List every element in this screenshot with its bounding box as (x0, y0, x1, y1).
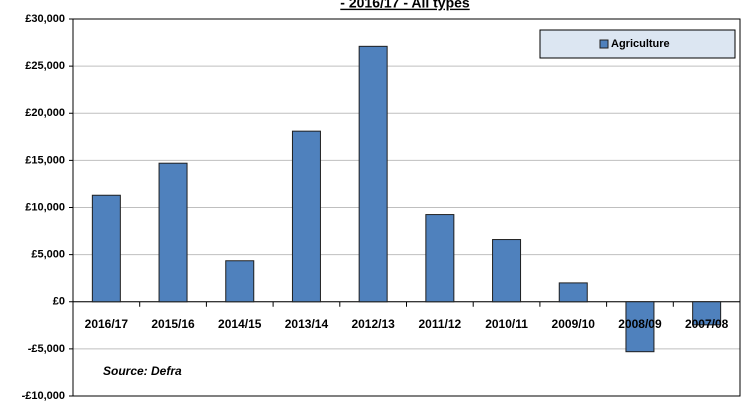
x-tick-label: 2010/11 (485, 317, 528, 331)
y-tick-label: £0 (53, 296, 65, 308)
bar (91, 194, 121, 303)
bar (558, 282, 588, 303)
y-tick-label: -£10,000 (22, 390, 65, 401)
x-tick-label: 2011/12 (418, 317, 461, 331)
x-tick-label: 2014/15 (218, 317, 262, 331)
x-tick-label: 2008/09 (618, 317, 662, 331)
x-tick-label: 2015/16 (151, 317, 195, 331)
y-tick-label: £30,000 (25, 13, 65, 25)
bar (225, 260, 255, 303)
bar (492, 239, 522, 303)
legend-box (539, 29, 736, 59)
y-tick-label: £15,000 (25, 154, 65, 166)
y-tick-label: £25,000 (25, 60, 65, 72)
legend-swatch (599, 39, 609, 49)
chart-title: - 2016/17 - All types (340, 0, 470, 11)
y-tick-label: £5,000 (31, 249, 65, 261)
x-tick-label: 2009/10 (552, 317, 596, 331)
y-tick-label: -£5,000 (28, 343, 65, 355)
plot-border (72, 18, 741, 397)
x-tick-label: 2016/17 (85, 317, 129, 331)
y-tick-label: £20,000 (25, 107, 65, 119)
y-tick-label: £10,000 (25, 201, 65, 213)
legend-label: Agriculture (611, 38, 670, 50)
source-note: Source: Defra (103, 364, 182, 378)
bar (158, 162, 188, 303)
bar (358, 45, 388, 303)
bar (425, 214, 455, 303)
bar (692, 301, 722, 326)
x-tick-label: 2007/08 (685, 317, 729, 331)
bar (625, 301, 655, 353)
x-tick-label: 2013/14 (285, 317, 329, 331)
bar (291, 130, 321, 303)
x-tick-label: 2012/13 (351, 317, 395, 331)
